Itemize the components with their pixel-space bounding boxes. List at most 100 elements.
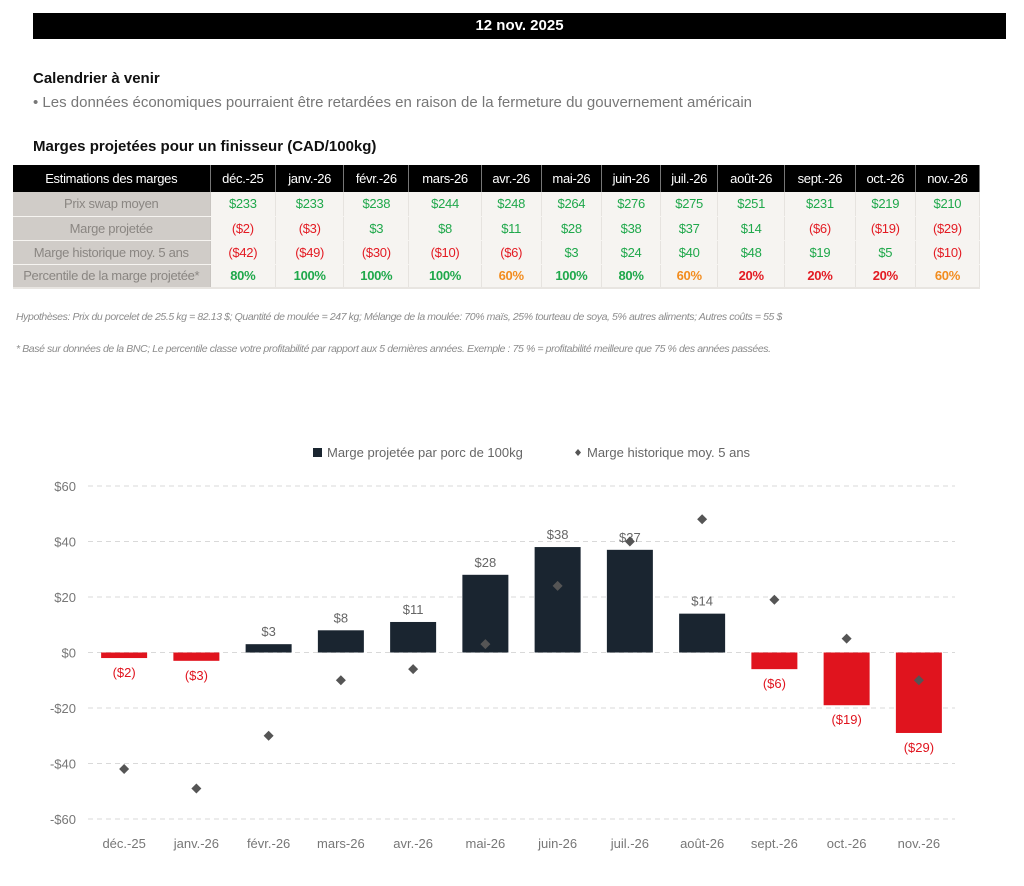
bar-data-label: ($19) [831, 712, 861, 727]
y-tick-label: $40 [54, 535, 76, 550]
legend-diamond-icon [575, 449, 581, 456]
historical-margin-marker [697, 514, 708, 525]
table-cell: $3 [343, 216, 410, 241]
y-tick-label: $0 [62, 646, 76, 661]
x-tick-label: nov.-26 [898, 836, 940, 851]
bar [823, 652, 870, 706]
table-cell: 100% [541, 264, 603, 289]
y-axis: $60 $40 $20 $0 -$20 -$40 -$60 [50, 479, 76, 827]
historical-margin-marker [263, 730, 274, 741]
x-tick-label: avr.-26 [393, 836, 433, 851]
bar-data-label: ($2) [113, 665, 136, 680]
month-header: juil.-26 [660, 165, 719, 192]
table-cell: 80% [601, 264, 661, 289]
bar-data-label: $8 [334, 610, 348, 625]
table-cell: $244 [408, 192, 482, 217]
table-cell: ($29) [915, 216, 981, 241]
table-cell: $275 [660, 192, 719, 217]
month-header: oct.-26 [855, 165, 916, 192]
margin-chart: Marge projetée par porc de 100kg Marge hi… [50, 445, 955, 851]
table-cell: $248 [481, 192, 542, 217]
table-cell: $210 [915, 192, 981, 217]
bar [245, 644, 292, 653]
y-tick-label: -$20 [50, 701, 76, 716]
bar [390, 621, 437, 653]
bar [317, 630, 364, 653]
marker-series [119, 514, 924, 794]
bar [751, 652, 798, 670]
x-tick-label: janv.-26 [173, 836, 219, 851]
table-cell: $276 [601, 192, 661, 217]
x-tick-label: déc.-25 [102, 836, 145, 851]
y-tick-label: -$40 [50, 757, 76, 772]
month-header: janv.-26 [275, 165, 345, 192]
table-cell: ($2) [210, 216, 277, 241]
table-cell: $14 [717, 216, 786, 241]
month-header: févr.-26 [343, 165, 410, 192]
table-cell: $264 [541, 192, 603, 217]
month-header: avr.-26 [481, 165, 542, 192]
bar [895, 652, 942, 733]
row-label: Prix swap moyen [13, 192, 211, 217]
historical-margin-marker [408, 664, 419, 675]
table-row: Prix swap moyen $233 $233 $238 $244 $248 $264 $… [13, 192, 981, 217]
row-label: Marge historique moy. 5 ans [13, 240, 211, 265]
x-tick-label: sept.-26 [751, 836, 798, 851]
bar [534, 547, 581, 653]
table-row: Marge historique moy. 5 ans ($42) ($49) ($3… [13, 240, 981, 265]
historical-margin-marker [480, 639, 491, 650]
table-cell: $233 [210, 192, 277, 217]
x-tick-label: juin-26 [537, 836, 577, 851]
table-cell: $11 [481, 216, 542, 241]
bar [101, 652, 148, 659]
month-header: mars-26 [408, 165, 482, 192]
chart-legend: Marge projetée par porc de 100kg Marge hi… [313, 445, 751, 460]
x-tick-label: août-26 [680, 836, 724, 851]
footnote: * Basé sur données de la BNC; Le percent… [16, 343, 771, 355]
table-cell: $24 [601, 240, 661, 265]
table-cell: $3 [541, 240, 603, 265]
table-cell: 60% [660, 264, 719, 289]
table-header-row: Estimations des marges déc.-25 janv.-26 … [13, 165, 981, 192]
table-row: Marge projetée ($2) ($3) $3 $8 $11 $28 $38 $37 $1… [13, 216, 981, 241]
table-cell: $5 [855, 240, 916, 265]
bar-data-label: $3 [261, 624, 275, 639]
historical-margin-marker [552, 580, 563, 591]
bar-data-label: ($6) [763, 676, 786, 691]
historical-margin-marker [624, 536, 635, 547]
table-cell: ($3) [275, 216, 345, 241]
calendar-bullet: • Les données économiques pourraient êtr… [33, 94, 753, 111]
legend-label: Marge projetée par porc de 100kg [327, 445, 523, 460]
date-banner: 12 nov. 2025 [33, 13, 1006, 39]
bar-data-label: ($3) [185, 668, 208, 683]
table-cell: $233 [275, 192, 345, 217]
table-cell: ($42) [210, 240, 277, 265]
month-header: nov.-26 [915, 165, 981, 192]
table-cell: 80% [210, 264, 277, 289]
bar [173, 652, 220, 661]
x-tick-label: mai-26 [466, 836, 506, 851]
table-cell: 20% [717, 264, 786, 289]
table-cell: ($6) [784, 216, 856, 241]
bar [679, 613, 726, 653]
x-axis: déc.-25 janv.-26 févr.-26 mars-26 avr.-26 mai… [102, 836, 940, 851]
row-label: Percentile de la marge projetée* [13, 264, 211, 289]
table-cell: ($10) [915, 240, 981, 265]
table-cell: 60% [915, 264, 981, 289]
table-cell: $219 [855, 192, 916, 217]
table-title: Marges projetées pour un finisseur (CAD/… [33, 138, 377, 155]
table-cell: ($30) [343, 240, 410, 265]
legend-bar-swatch-icon [313, 448, 322, 457]
calendar-title: Calendrier à venir [33, 70, 160, 87]
x-tick-label: févr.-26 [247, 836, 290, 851]
bar [606, 549, 653, 653]
month-header: juin-26 [601, 165, 661, 192]
table-cell: ($6) [481, 240, 542, 265]
table-cell: 20% [784, 264, 856, 289]
assumptions-note: Hypothèses: Prix du porcelet de 25.5 kg … [16, 311, 782, 323]
table-row: Percentile de la marge projetée* 80% 100% 1… [13, 264, 981, 289]
table-cell: $231 [784, 192, 856, 217]
table-cell: 100% [408, 264, 482, 289]
table-cell: $37 [660, 216, 719, 241]
historical-margin-marker [119, 764, 130, 775]
